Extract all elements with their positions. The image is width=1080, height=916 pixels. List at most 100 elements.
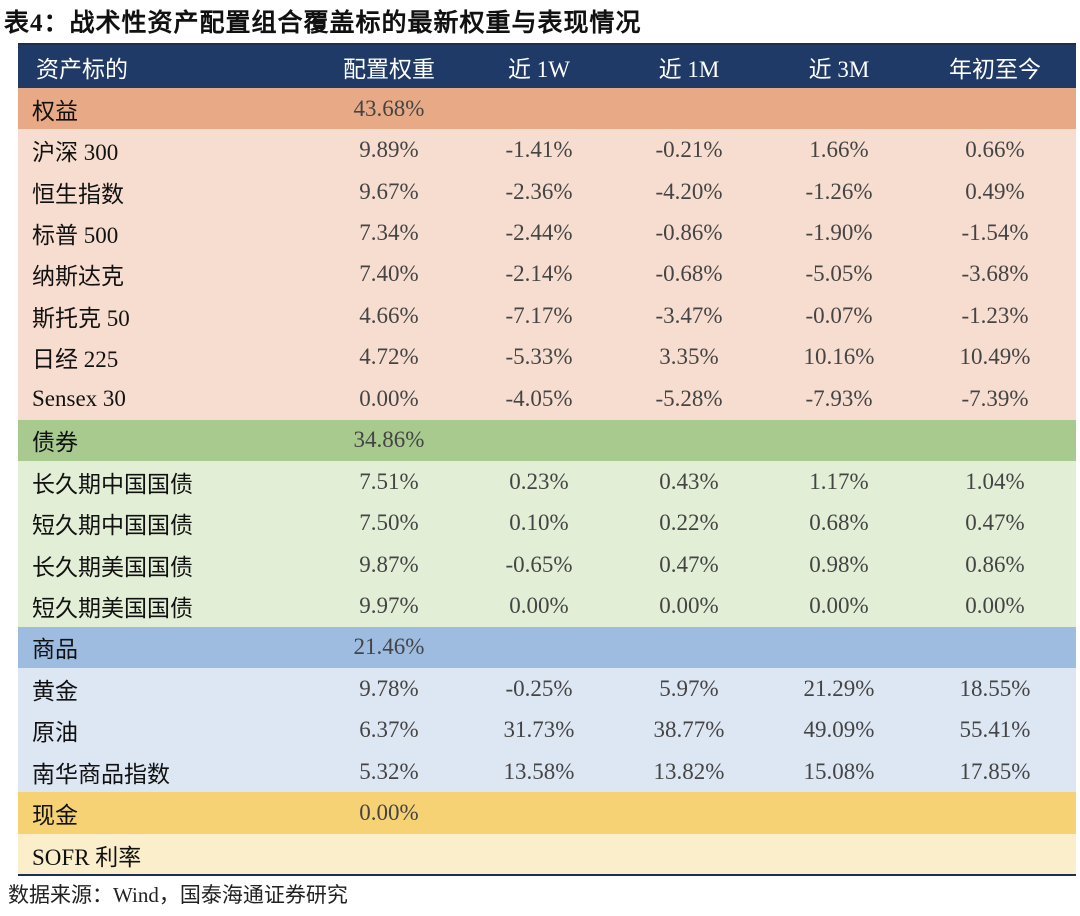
asset-weight: 7.51% xyxy=(314,460,464,503)
return-ytd: 0.66% xyxy=(914,129,1076,171)
asset-name: 黄金 xyxy=(18,668,314,710)
return-3m: 0.68% xyxy=(764,502,914,544)
asset-weight: 7.40% xyxy=(314,253,464,296)
return-1m xyxy=(614,833,764,876)
return-1w: -2.44% xyxy=(464,212,614,254)
group-weight: 0.00% xyxy=(314,792,464,834)
return-3m: 1.66% xyxy=(764,129,914,171)
return-1w: 31.73% xyxy=(464,709,614,751)
return-1m: 3.35% xyxy=(614,336,764,379)
group-header-row-commodity: 商品 21.46% xyxy=(18,626,1076,669)
group-name: 现金 xyxy=(18,792,314,834)
return-1w: -7.17% xyxy=(464,295,614,337)
asset-weight: 6.37% xyxy=(314,709,464,751)
table-row: 短久期美国国债 9.97% 0.00% 0.00% 0.00% 0.00% xyxy=(18,585,1076,627)
return-3m: 10.16% xyxy=(764,336,914,379)
asset-weight: 4.66% xyxy=(314,295,464,337)
column-header-ytd: 年初至今 xyxy=(914,45,1076,88)
asset-name: SOFR 利率 xyxy=(18,833,314,876)
return-1m: 0.47% xyxy=(614,543,764,586)
return-1w: -4.05% xyxy=(464,378,614,420)
table-row: 纳斯达克 7.40% -2.14% -0.68% -5.05% -3.68% xyxy=(18,253,1076,296)
return-3m: 49.09% xyxy=(764,709,914,751)
table-row: SOFR 利率 xyxy=(18,833,1076,876)
table-row: 斯托克 50 4.66% -7.17% -3.47% -0.07% -1.23% xyxy=(18,295,1076,337)
return-1m: 5.97% xyxy=(614,668,764,710)
return-1w: 0.23% xyxy=(464,460,614,503)
column-header-weight: 配置权重 xyxy=(314,45,464,88)
asset-name: Sensex 30 xyxy=(18,378,314,420)
asset-name: 恒生指数 xyxy=(18,170,314,213)
return-1w: -5.33% xyxy=(464,336,614,379)
asset-weight: 9.89% xyxy=(314,129,464,171)
asset-name: 纳斯达克 xyxy=(18,253,314,296)
column-header-asset: 资产标的 xyxy=(18,45,314,88)
return-3m: -1.90% xyxy=(764,212,914,254)
group-header-row-bond: 债券 34.86% xyxy=(18,419,1076,461)
return-3m: -0.07% xyxy=(764,295,914,337)
return-1m: -5.28% xyxy=(614,378,764,420)
return-1m: -4.20% xyxy=(614,170,764,213)
return-3m: -1.26% xyxy=(764,170,914,213)
asset-weight: 7.34% xyxy=(314,212,464,254)
return-ytd: -7.39% xyxy=(914,378,1076,420)
return-ytd: 10.49% xyxy=(914,336,1076,379)
table-row: 恒生指数 9.67% -2.36% -4.20% -1.26% 0.49% xyxy=(18,170,1076,213)
return-ytd: 18.55% xyxy=(914,668,1076,710)
return-1m: 13.82% xyxy=(614,751,764,793)
return-1m: 0.43% xyxy=(614,460,764,503)
asset-name: 原油 xyxy=(18,709,314,751)
asset-name: 短久期美国国债 xyxy=(18,585,314,627)
asset-name: 斯托克 50 xyxy=(18,295,314,337)
return-3m xyxy=(764,833,914,876)
return-1m: 0.00% xyxy=(614,585,764,627)
return-1w: 13.58% xyxy=(464,751,614,793)
asset-name: 长久期中国国债 xyxy=(18,460,314,503)
table-row: 日经 225 4.72% -5.33% 3.35% 10.16% 10.49% xyxy=(18,336,1076,379)
return-3m: 15.08% xyxy=(764,751,914,793)
table-bottom-divider xyxy=(18,874,1076,876)
return-1m: 38.77% xyxy=(614,709,764,751)
group-weight: 34.86% xyxy=(314,419,464,461)
return-ytd: -1.23% xyxy=(914,295,1076,337)
table-title: 表4：战术性资产配置组合覆盖标的最新权重与表现情况 xyxy=(4,10,642,37)
return-1w: 0.00% xyxy=(464,585,614,627)
return-1m: -3.47% xyxy=(614,295,764,337)
return-1m: 0.22% xyxy=(614,502,764,544)
return-ytd: 0.49% xyxy=(914,170,1076,213)
group-name: 权益 xyxy=(18,88,314,130)
return-1m: -0.21% xyxy=(614,129,764,171)
asset-name: 长久期美国国债 xyxy=(18,543,314,586)
group-header-row-equity: 权益 43.68% xyxy=(18,88,1076,130)
asset-name: 日经 225 xyxy=(18,336,314,379)
table-header-row: 资产标的 配置权重 近 1W 近 1M 近 3M 年初至今 xyxy=(18,45,1076,88)
return-ytd: 0.47% xyxy=(914,502,1076,544)
return-ytd: 17.85% xyxy=(914,751,1076,793)
return-1m: -0.86% xyxy=(614,212,764,254)
return-1w: -0.65% xyxy=(464,543,614,586)
return-1w: 0.10% xyxy=(464,502,614,544)
group-name: 债券 xyxy=(18,419,314,461)
asset-weight: 9.87% xyxy=(314,543,464,586)
return-1w: -2.14% xyxy=(464,253,614,296)
column-header-1w: 近 1W xyxy=(464,45,614,88)
return-3m: 21.29% xyxy=(764,668,914,710)
table-row: 黄金 9.78% -0.25% 5.97% 21.29% 18.55% xyxy=(18,668,1076,710)
table-row: 南华商品指数 5.32% 13.58% 13.82% 15.08% 17.85% xyxy=(18,751,1076,793)
source-note: 数据来源：Wind，国泰海通证券研究 xyxy=(8,883,348,907)
asset-weight xyxy=(314,833,464,876)
return-ytd: 0.86% xyxy=(914,543,1076,586)
asset-name: 短久期中国国债 xyxy=(18,502,314,544)
column-header-3m: 近 3M xyxy=(764,45,914,88)
return-ytd: 1.04% xyxy=(914,460,1076,503)
return-ytd: 55.41% xyxy=(914,709,1076,751)
return-3m: -7.93% xyxy=(764,378,914,420)
return-3m: 0.00% xyxy=(764,585,914,627)
asset-name: 标普 500 xyxy=(18,212,314,254)
column-header-1m: 近 1M xyxy=(614,45,764,88)
return-1w: -2.36% xyxy=(464,170,614,213)
asset-weight: 0.00% xyxy=(314,378,464,420)
return-1m: -0.68% xyxy=(614,253,764,296)
table-row: 标普 500 7.34% -2.44% -0.86% -1.90% -1.54% xyxy=(18,212,1076,254)
group-weight: 21.46% xyxy=(314,626,464,669)
